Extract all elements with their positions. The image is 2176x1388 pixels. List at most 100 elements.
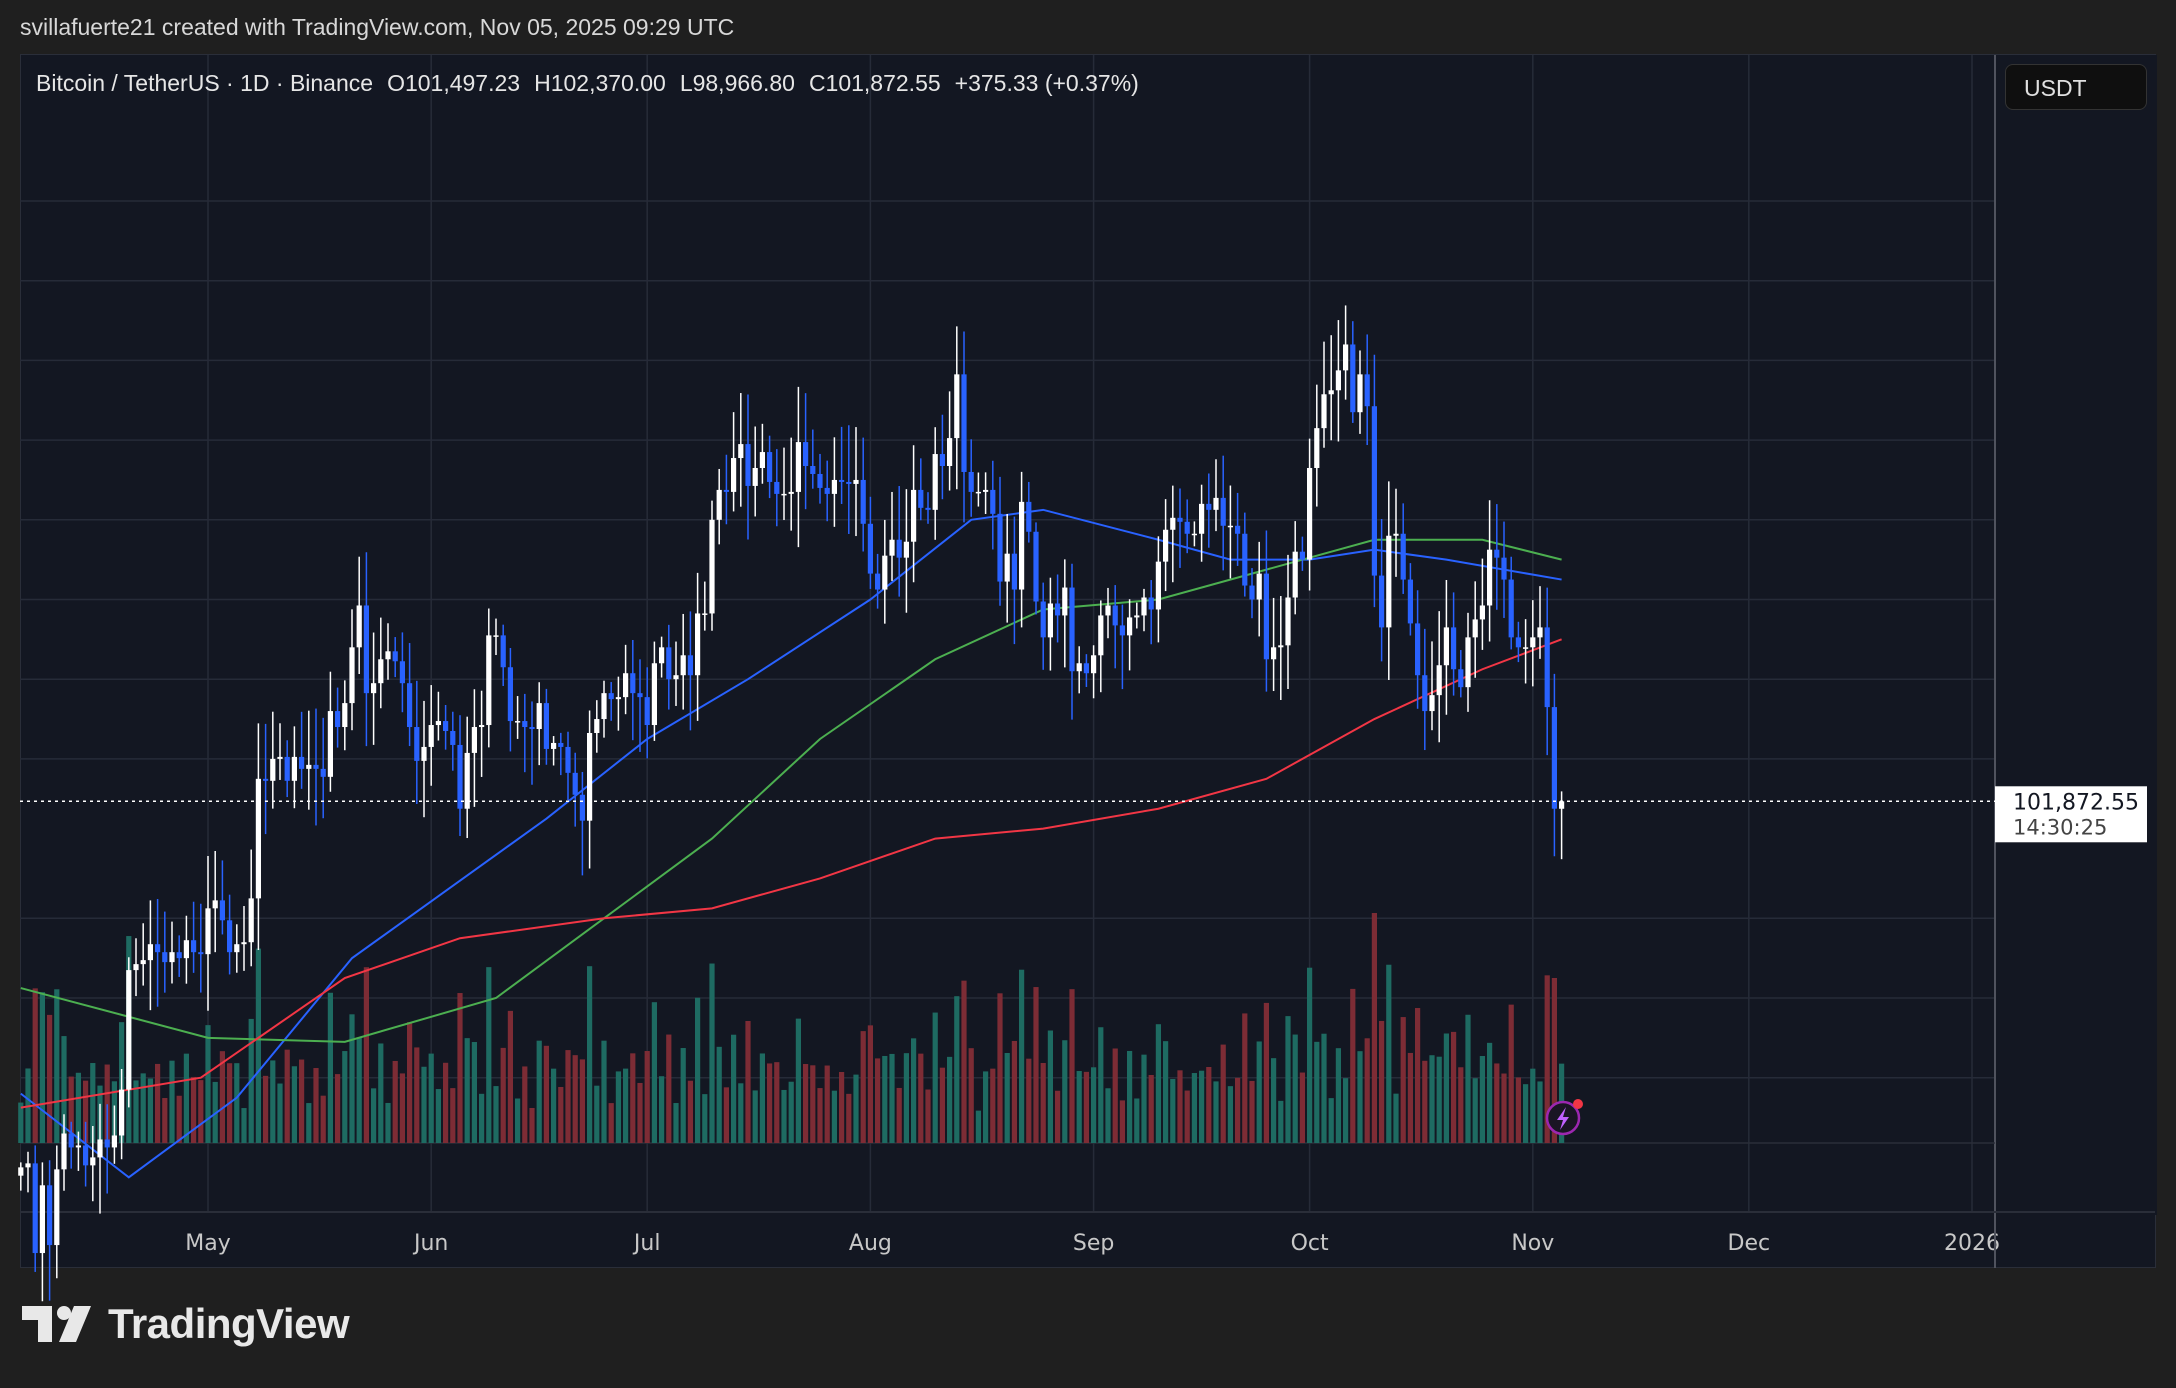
candle-body (1047, 603, 1053, 638)
volume-bar (594, 1085, 600, 1143)
candle-body (551, 742, 557, 749)
volume-bar (1249, 1080, 1255, 1143)
candle-body (1487, 549, 1493, 606)
candle-body (25, 1163, 31, 1168)
candle-body (75, 1145, 81, 1148)
candle-body (1551, 707, 1557, 809)
volume-bar (1292, 1034, 1298, 1143)
volume-bar (1062, 1040, 1068, 1143)
candle-body (587, 732, 593, 821)
volume-bar (954, 996, 960, 1143)
candle-body (407, 683, 413, 728)
volume-bar (1242, 1013, 1248, 1143)
candle-body (1314, 428, 1320, 468)
candle-body (1415, 623, 1421, 676)
candle-body (1263, 573, 1269, 660)
lightning-glyph (1557, 1107, 1569, 1130)
candle-body (327, 711, 333, 777)
candle-body (1379, 575, 1385, 628)
volume-bar (1083, 1071, 1089, 1143)
candle-body (889, 539, 895, 556)
candle-body (644, 697, 650, 726)
candle-body (435, 721, 441, 726)
volume-bar (450, 1088, 456, 1143)
volume-bar (767, 1063, 773, 1143)
time-tick-label: Jul (632, 1231, 661, 1256)
candle-body (1422, 675, 1428, 712)
volume-bar (615, 1071, 621, 1143)
change-value: +375.33 (+0.37%) (954, 70, 1139, 96)
symbol-label[interactable]: Bitcoin / TetherUS · 1D · Binance (36, 70, 374, 96)
volume-bar (1004, 1053, 1010, 1143)
candle-body (1206, 503, 1212, 510)
volume-bar (1479, 1055, 1485, 1143)
candle-body (1443, 627, 1449, 666)
volume-bar (471, 1042, 477, 1143)
volume-bar (507, 1010, 513, 1143)
volume-bar (997, 993, 1003, 1143)
volume-bar (716, 1046, 722, 1143)
notification-dot (1573, 1099, 1583, 1109)
volume-bar (291, 1066, 297, 1143)
volume-bar (1177, 1070, 1183, 1143)
candle-body (659, 647, 665, 664)
time-tick-label: Nov (1511, 1231, 1554, 1256)
volume-bar (536, 1040, 542, 1143)
candle-body (119, 1089, 125, 1136)
candle-body (1033, 531, 1039, 602)
candle-body (1019, 501, 1025, 590)
candle-body (1328, 390, 1334, 395)
volume-bar (889, 1053, 895, 1143)
candle-body (1451, 627, 1457, 670)
volume-bar (407, 1022, 413, 1143)
candle-body (111, 1135, 117, 1148)
volume-bar (147, 1078, 153, 1143)
candle-body (903, 541, 909, 558)
candle-body (536, 703, 542, 730)
volume-bar (1220, 1044, 1226, 1143)
candle-body (1148, 597, 1154, 610)
volume-bar (1371, 913, 1377, 1143)
volume-bar (378, 1043, 384, 1143)
candle-body (961, 374, 967, 472)
currency-button[interactable]: USDT (2005, 64, 2147, 110)
candle-body (579, 794, 585, 821)
candle-body (795, 442, 801, 492)
candle-body (709, 519, 715, 614)
chart-panel[interactable] (20, 54, 2156, 1268)
candle-body (83, 1145, 89, 1166)
volume-bar (1134, 1098, 1140, 1143)
candle-body (1170, 517, 1176, 530)
volume-bar (1494, 1063, 1500, 1143)
volume-bar (1191, 1073, 1197, 1143)
candle-body (428, 725, 434, 747)
volume-bar (745, 1020, 751, 1143)
volume-bar (104, 1064, 110, 1143)
volume-bar (169, 1060, 175, 1143)
volume-bar (493, 1086, 499, 1143)
volume-bar (1184, 1090, 1190, 1143)
candle-body (493, 635, 499, 637)
time-tick-label: Aug (849, 1231, 892, 1256)
candle-body (702, 613, 708, 615)
volume-bar (853, 1074, 859, 1143)
candle-body (623, 673, 629, 698)
low-value: L98,966.80 (679, 70, 795, 96)
volume-bar (644, 1051, 650, 1143)
candle-body (212, 900, 218, 909)
volume-bar (903, 1053, 909, 1143)
volume-bar (443, 1062, 449, 1143)
candle-body (450, 731, 456, 745)
volume-bar (1299, 1072, 1305, 1143)
candle-body (968, 471, 974, 492)
volume-bar (1199, 1070, 1205, 1143)
volume-bar (1515, 1077, 1521, 1143)
volume-bar (1458, 1067, 1464, 1143)
volume-bar (774, 1062, 780, 1143)
candle-body (738, 444, 744, 459)
volume-bar (1098, 1027, 1104, 1143)
candle-body (1083, 663, 1089, 674)
volume-bar (1040, 1062, 1046, 1143)
volume-bar (1055, 1090, 1061, 1143)
